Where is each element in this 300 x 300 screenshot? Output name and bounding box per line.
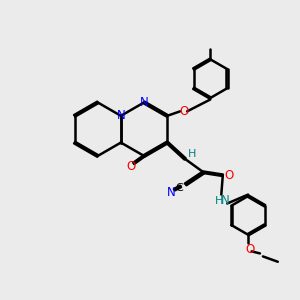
Text: H: H — [215, 196, 223, 206]
Text: O: O — [179, 105, 188, 118]
Text: N: N — [167, 186, 175, 199]
Text: N: N — [220, 194, 229, 207]
Text: O: O — [246, 243, 255, 256]
Text: N: N — [116, 109, 125, 122]
Text: O: O — [126, 160, 135, 173]
Text: H: H — [188, 149, 196, 160]
Text: C: C — [175, 183, 183, 193]
Text: N: N — [140, 96, 148, 109]
Text: O: O — [225, 169, 234, 182]
